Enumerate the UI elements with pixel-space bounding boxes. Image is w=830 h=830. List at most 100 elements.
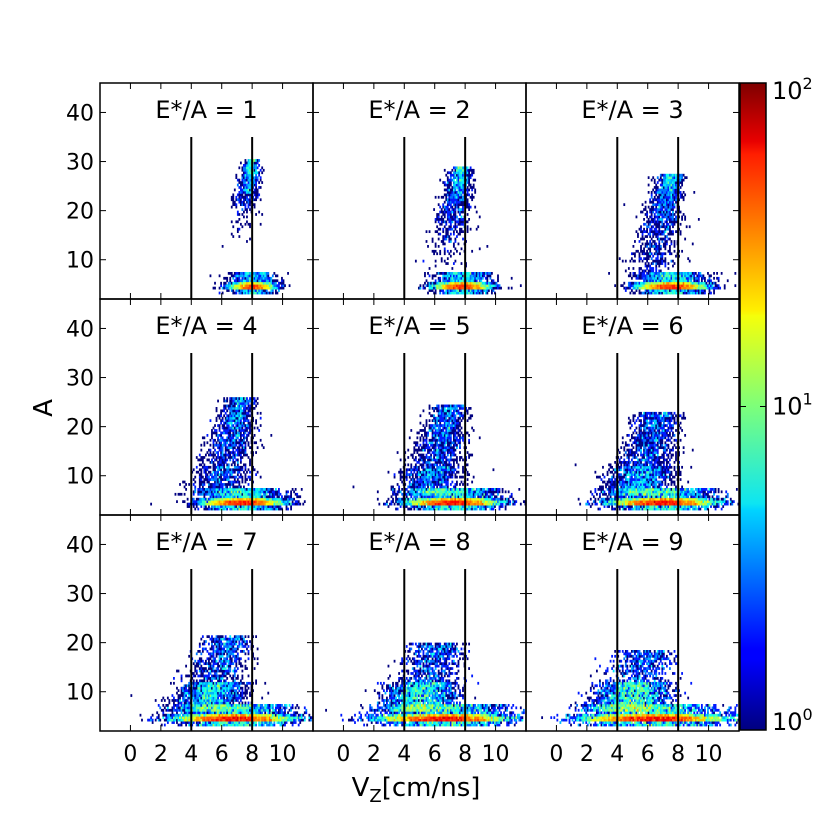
heatmap-cell (661, 173, 664, 177)
heatmap-cell (239, 181, 242, 184)
heatmap-cell (290, 495, 292, 499)
heatmap-cell (258, 488, 261, 491)
heatmap-cell (217, 453, 219, 457)
heatmap-cell (494, 500, 496, 504)
heatmap-cell (659, 193, 662, 197)
heatmap-cell (649, 281, 652, 285)
heatmap-cell (267, 279, 270, 283)
heatmap-cell (440, 488, 443, 491)
heatmap-cell (459, 286, 461, 290)
heatmap-cell (504, 497, 507, 501)
heatmap-cell (259, 502, 262, 506)
heatmap-cell (652, 240, 655, 243)
heatmap-cell (235, 198, 238, 202)
heatmap-cell (436, 480, 439, 484)
heatmap-cell (218, 485, 221, 489)
heatmap-cell (462, 502, 464, 506)
heatmap-cell (220, 505, 223, 508)
heatmap-cell (221, 488, 224, 491)
heatmap-cell (267, 488, 270, 491)
heatmap-cell (481, 497, 484, 501)
heatmap-cell (236, 488, 239, 491)
heatmap-cell (690, 286, 693, 290)
heatmap-cell (416, 473, 419, 477)
heatmap-cell (491, 505, 493, 508)
heatmap-cell (629, 291, 632, 295)
heatmap-cell (244, 490, 247, 494)
heatmap-cell (223, 284, 226, 288)
heatmap-cell (238, 426, 241, 430)
heatmap-cell (270, 502, 273, 506)
heatmap-cell (211, 436, 213, 440)
heatmap-cell (274, 289, 277, 292)
heatmap-cell (230, 220, 233, 224)
heatmap-cell (224, 421, 227, 425)
heatmap-cell (427, 500, 429, 504)
heatmap-cell (433, 291, 436, 295)
heatmap-cell (230, 468, 233, 472)
heatmap-cell (424, 480, 426, 484)
heatmap-cell (223, 409, 226, 413)
heatmap-cell (428, 483, 431, 486)
heatmap-cell (472, 178, 475, 182)
heatmap-cell (209, 483, 212, 486)
heatmap-cell (249, 429, 251, 432)
heatmap-cell (239, 461, 242, 464)
heatmap-cell (217, 446, 219, 450)
heatmap-cell (440, 470, 443, 474)
heatmap-cell (427, 480, 429, 484)
heatmap-cell (646, 286, 649, 290)
heatmap-cell (241, 478, 244, 481)
heatmap-cell (656, 195, 659, 199)
heatmap-cell (241, 200, 244, 204)
heatmap-cell (239, 286, 242, 290)
heatmap-cell (421, 465, 423, 469)
heatmap-cell (261, 286, 264, 290)
heatmap-cell (203, 505, 206, 508)
heatmap-cell (198, 468, 201, 472)
heatmap-cell (670, 230, 673, 234)
heatmap-cell (449, 475, 452, 479)
heatmap-cell (238, 411, 241, 415)
heatmap-cell (206, 500, 209, 504)
heatmap-cell (456, 284, 458, 288)
heatmap-cell (352, 485, 355, 489)
heatmap-cell (249, 404, 251, 408)
heatmap-cell (656, 262, 659, 265)
heatmap-cell (267, 507, 270, 511)
heatmap-cell (658, 276, 661, 280)
heatmap-cell (425, 497, 428, 501)
heatmap-cell (244, 181, 247, 184)
heatmap-cell (443, 188, 446, 192)
heatmap-cell (208, 490, 210, 494)
heatmap-cell (440, 220, 443, 224)
heatmap-cell (462, 200, 464, 204)
heatmap-cell (200, 497, 203, 501)
heatmap-cell (679, 195, 682, 199)
heatmap-cell (439, 500, 442, 504)
heatmap-cell (226, 279, 229, 283)
heatmap-cell (235, 220, 238, 224)
heatmap-cell (416, 485, 419, 489)
heatmap-cell (459, 495, 461, 499)
heatmap-cell (440, 259, 443, 263)
heatmap-cell (451, 210, 454, 214)
heatmap-cell (405, 492, 408, 496)
heatmap-cell (665, 274, 668, 278)
heatmap-cell (261, 490, 264, 494)
heatmap-cell (256, 193, 259, 197)
heatmap-cell (667, 178, 670, 182)
heatmap-cell (232, 461, 235, 464)
heatmap-cell (697, 276, 700, 280)
heatmap-cell (434, 461, 437, 464)
heatmap-cell (436, 218, 439, 221)
heatmap-cell (226, 429, 229, 432)
heatmap-cell (468, 176, 471, 180)
heatmap-cell (442, 205, 445, 209)
heatmap-cell (448, 213, 451, 216)
heatmap-cell (259, 176, 262, 180)
heatmap-cell (472, 183, 475, 187)
heatmap-cell (468, 181, 471, 184)
heatmap-cell (469, 173, 472, 177)
heatmap-cell (667, 267, 670, 270)
